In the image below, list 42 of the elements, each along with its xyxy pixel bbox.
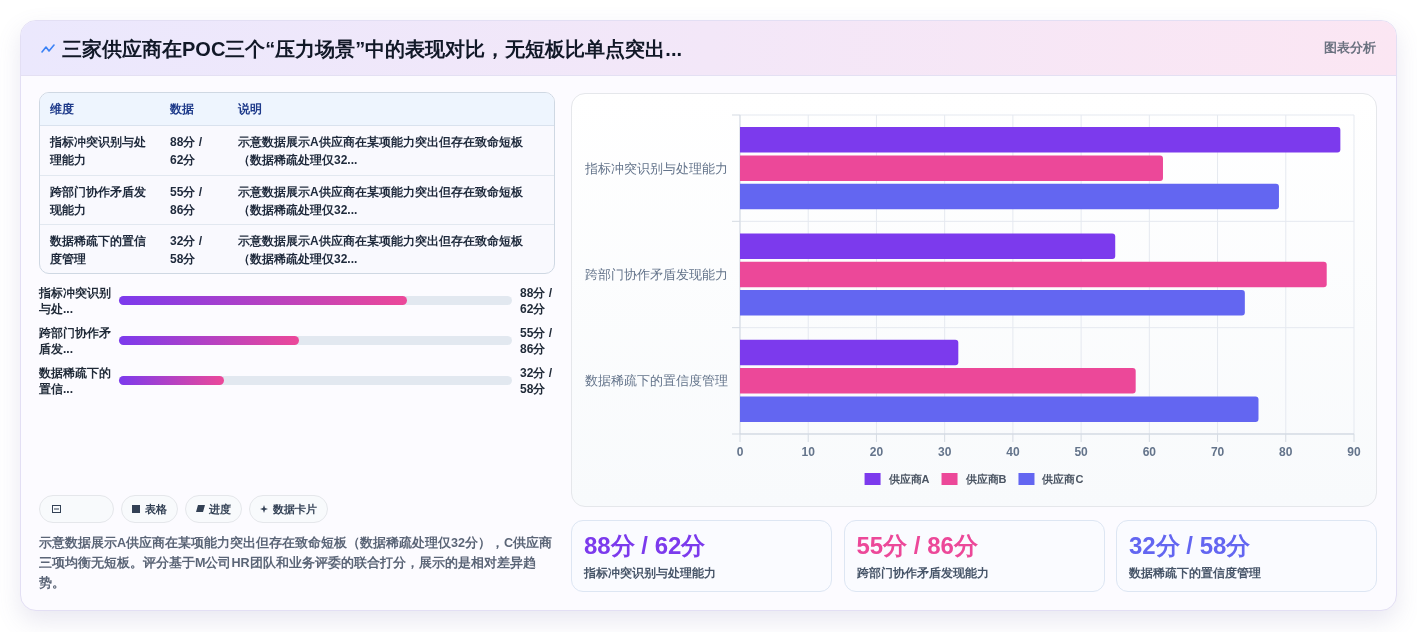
x-tick-label: 90 (1347, 445, 1361, 459)
text: 55分 / 86分 (170, 185, 203, 217)
text: 55分 / 86分 (856, 532, 978, 559)
text: 示意数据展示A供应商在某项能力突出但存在致命短板（数据稀疏处理仅32... (238, 234, 523, 266)
x-tick-label: 60 (1142, 445, 1157, 459)
x-tick-label: 20 (869, 445, 884, 459)
text: 示意数据展示A供应商在某项能力突出但存在致命短板（数据稀疏处理仅32... (238, 185, 523, 217)
data-label: 88分 / 62分 (520, 286, 553, 317)
category-label: 说明 (238, 101, 262, 118)
text: 表格 (145, 501, 167, 517)
x-tick-label: 80 (1279, 445, 1293, 459)
text: 三家供应商在POC三个“压力场景”中的表现对比，无短板比单点突出... (62, 37, 683, 62)
text: 32分 / 58分 (170, 234, 203, 266)
text: 示意数据展示A供应商在某项能力突出但存在致命短板（数据稀疏处理仅32... (238, 135, 523, 167)
y-tick-label: 跨部门协作矛盾发... (39, 326, 112, 357)
legend-label: 供应商A (887, 473, 930, 485)
text: 示意数据展示A供应商在某项能力突出但存在致命短板（数据稀疏处理仅32分），C供应商三项均衡无短板。评分基于M公司HR团队和业务评委的联合打分，展示的是相对差异趋势。 (39, 534, 554, 592)
x-tick-label: 30 (937, 445, 952, 459)
category-label: 数据 (170, 101, 194, 118)
data-label: 32分 / 58分 (520, 366, 553, 397)
data-label: 55分 / 86分 (520, 326, 553, 357)
text: 数据卡片 (273, 501, 317, 517)
x-tick-label: 40 (1006, 445, 1020, 459)
category-label: 数据稀疏下的置信度管理 (1129, 565, 1261, 581)
category-label: 跨部门协作矛盾发现能力 (856, 565, 989, 581)
y-tick-label: 指标冲突识别与处... (39, 286, 112, 317)
legend-label: 供应商C (1041, 473, 1084, 485)
x-tick-label: 10 (801, 445, 816, 459)
x-tick-label: 0 (736, 445, 744, 459)
legend-label: 供应商B (964, 473, 1007, 485)
x-tick-label: 70 (1210, 445, 1225, 459)
y-tick-label: 指标冲突识别与处理能力 (584, 160, 728, 176)
text: 88分 / 62分 (170, 135, 203, 167)
y-tick-label: 数据稀疏下的置信度管理 (585, 373, 728, 389)
y-tick-label: 数据稀疏下的置信... (39, 366, 112, 397)
text: 88分 / 62分 (584, 532, 706, 559)
text: 32分 / 58分 (1129, 532, 1251, 559)
y-tick-label: 跨部门协作矛盾发现能力 (585, 267, 728, 282)
text: 进度 (209, 501, 231, 517)
chart-subtitle: 图表分析 (1324, 39, 1376, 57)
x-tick-label: 50 (1074, 445, 1089, 459)
category-label: 维度 (50, 101, 74, 118)
